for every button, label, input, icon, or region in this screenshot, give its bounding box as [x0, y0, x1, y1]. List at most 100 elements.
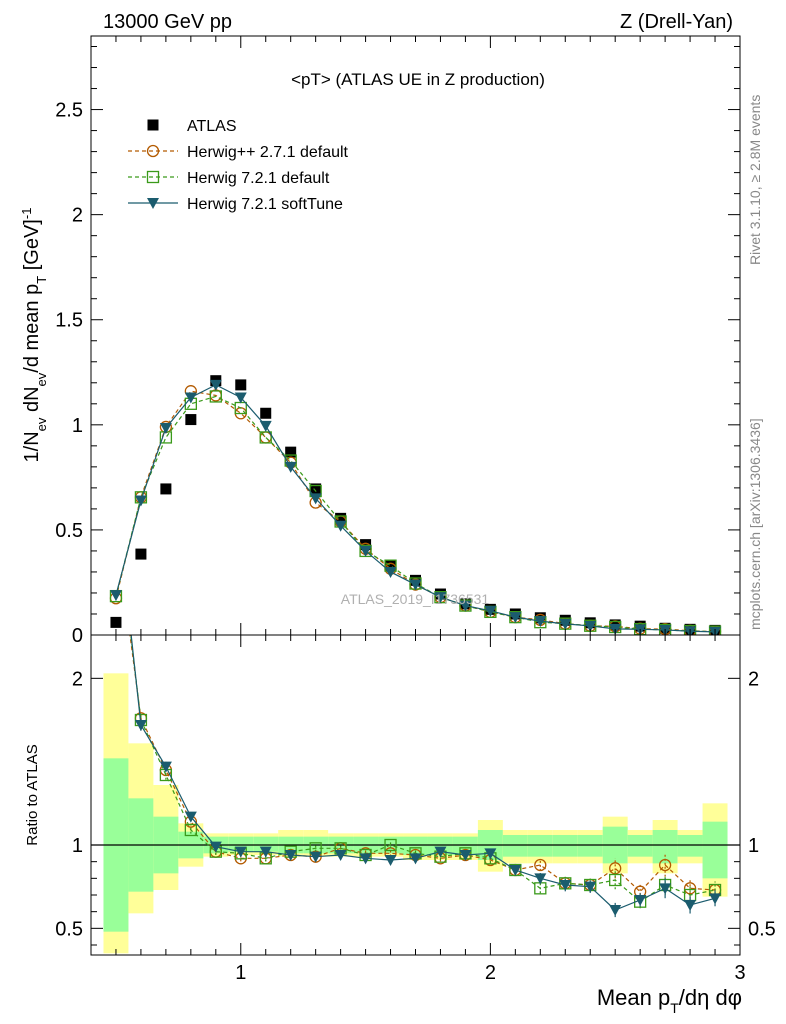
band-1sigma	[502, 835, 528, 857]
band-1sigma	[652, 830, 678, 864]
data-point-herwig-7-2-1-softtune	[184, 392, 197, 404]
legend-label: Herwig 7.2.1 softTune	[187, 196, 343, 213]
ratio-panel-axes: 0.5 0.5 1 1 2 2 1 2 3	[55, 634, 776, 984]
plot-title: <pT> (ATLAS UE in Z production)	[291, 70, 545, 89]
data-point-atlas	[285, 446, 297, 458]
data-point-herwig-7-2-1-softtune	[409, 579, 422, 591]
band-1sigma	[228, 836, 254, 852]
data-point-atlas	[335, 512, 347, 524]
ratio-uncertainty-bands	[91, 673, 740, 954]
legend-label: ATLAS	[187, 118, 237, 135]
y-tick-label: 2	[72, 205, 83, 227]
rivet-label: Rivet 3.1.10, ≥ 2.8M events	[747, 95, 763, 265]
data-point-atlas	[185, 414, 197, 426]
ratio-point-herwig-2-7-1-default	[658, 858, 672, 872]
legend-entry: Herwig 7.2.1 softTune	[128, 196, 343, 213]
y-axis-title: 1/Nev dNev/d mean pT [GeV]-1	[19, 208, 49, 463]
legend-marker	[147, 119, 159, 131]
data-point-atlas	[360, 539, 372, 551]
ratio-point-herwig-7-2-1-softtune	[284, 850, 297, 861]
ratio-y-tick-label: 0.5	[55, 918, 83, 940]
ratio-point-herwig-2-7-1-default	[609, 862, 622, 875]
x-tick-label: 1	[235, 962, 246, 984]
data-point-herwig-7-2-1-softtune	[434, 592, 447, 604]
band-1sigma	[677, 835, 703, 857]
ratio-point-herwig-2-7-1-default	[534, 858, 547, 872]
data-point-herwig-7-2-1-softtune	[584, 620, 597, 632]
data-point-herwig-7-2-1-default	[209, 390, 222, 403]
main-panel-series	[109, 375, 722, 635]
band-1sigma	[527, 835, 553, 857]
data-point-herwig-7-2-1-softtune	[284, 461, 297, 473]
ratio-point-herwig-7-2-1-softtune	[659, 883, 672, 895]
band-1sigma	[702, 821, 728, 879]
legend-entry: Herwig 7.2.1 default	[128, 170, 330, 187]
ratio-y-tick-label: 2	[72, 668, 83, 690]
y-tick-label: 0.5	[55, 520, 83, 542]
ratio-point-herwig-7-2-1-default	[110, 506, 121, 517]
data-point-herwig-7-2-1-softtune	[334, 520, 347, 532]
ratio-y-tick-label-right: 2	[748, 668, 759, 690]
legend: ATLAS Herwig++ 2.7.1 default Herwig 7.2.1 …	[128, 118, 349, 213]
ratio-point-herwig-7-2-1-default	[384, 838, 397, 852]
x-tick-label: 2	[485, 962, 496, 984]
header-right: Z (Drell-Yan)	[620, 11, 733, 33]
data-point-herwig-7-2-1-softtune	[259, 420, 272, 432]
data-point-atlas	[310, 483, 322, 495]
ratio-point-herwig-7-2-1-softtune	[459, 850, 472, 861]
data-point-herwig-7-2-1-softtune	[484, 605, 497, 617]
ratio-point-herwig-7-2-1-softtune	[159, 761, 172, 773]
ratio-point-herwig-7-2-1-softtune	[309, 851, 322, 863]
ratio-point-herwig-7-2-1-softtune	[484, 848, 497, 860]
ratio-point-herwig-7-2-1-softtune	[134, 720, 147, 731]
data-point-herwig-7-2-1-default	[259, 431, 272, 444]
data-point-herwig-7-2-1-softtune	[134, 495, 147, 507]
data-point-herwig-7-2-1-softtune	[559, 618, 572, 630]
data-point-atlas	[160, 483, 172, 495]
ratio-point-herwig-7-2-1-softtune	[709, 893, 722, 905]
band-1sigma	[427, 836, 453, 855]
data-point-atlas	[135, 548, 147, 560]
ratio-point-herwig-7-2-1-softtune	[634, 895, 647, 906]
ratio-point-herwig-7-2-1-softtune	[209, 841, 222, 853]
data-point-herwig-7-2-1-softtune	[159, 422, 172, 434]
legend-entry: Herwig++ 2.7.1 default	[128, 144, 349, 161]
band-1sigma	[552, 835, 578, 857]
x-tick-label: 3	[734, 962, 745, 984]
legend-label: Herwig 7.2.1 default	[187, 170, 330, 187]
band-1sigma	[452, 836, 478, 855]
ratio-y-tick-label-right: 0.5	[748, 918, 776, 940]
legend-label: Herwig++ 2.7.1 default	[187, 144, 349, 161]
ratio-point-herwig-7-2-1-softtune	[684, 900, 697, 911]
data-point-herwig-7-2-1-softtune	[109, 590, 122, 602]
ratio-point-herwig-7-2-1-softtune	[534, 873, 547, 885]
ratio-y-tick-label: 1	[72, 835, 83, 857]
band-1sigma	[627, 835, 653, 857]
band-1sigma	[577, 835, 603, 857]
watermark: ATLAS_2019_I1736531	[341, 591, 490, 607]
ratio-point-herwig-7-2-1-softtune	[110, 490, 122, 501]
data-point-herwig-7-2-1-softtune	[209, 379, 222, 391]
ratio-series-herwig-7-2-1-softtune	[110, 490, 722, 918]
ratio-point-herwig-7-2-1-softtune	[434, 846, 447, 858]
data-point-herwig-7-2-1-softtune	[309, 493, 322, 505]
ratio-panel-series	[110, 490, 722, 918]
y-tick-label: 0	[72, 625, 83, 647]
ratio-point-herwig-7-2-1-softtune	[559, 880, 572, 891]
ratio-point-herwig-7-2-1-softtune	[359, 853, 372, 865]
ratio-y-axis-title: Ratio to ATLAS	[24, 744, 41, 845]
ratio-point-herwig-7-2-1-softtune	[509, 865, 522, 876]
series-herwig-7-2-1-softtune	[109, 379, 722, 635]
x-axis-title: Mean pT/dη dφ	[597, 985, 742, 1016]
band-1sigma	[403, 836, 428, 855]
data-point-atlas	[260, 407, 272, 419]
ratio-point-herwig-7-2-1-softtune	[609, 905, 622, 916]
ratio-point-herwig-7-2-1-softtune	[184, 811, 197, 823]
ratio-point-herwig-7-2-1-default	[184, 823, 197, 837]
data-point-atlas	[235, 379, 247, 391]
ratio-point-herwig-2-7-1-default	[683, 882, 697, 895]
ratio-point-herwig-2-7-1-default	[110, 523, 121, 534]
legend-marker	[146, 144, 160, 158]
y-tick-label: 1	[72, 415, 83, 437]
